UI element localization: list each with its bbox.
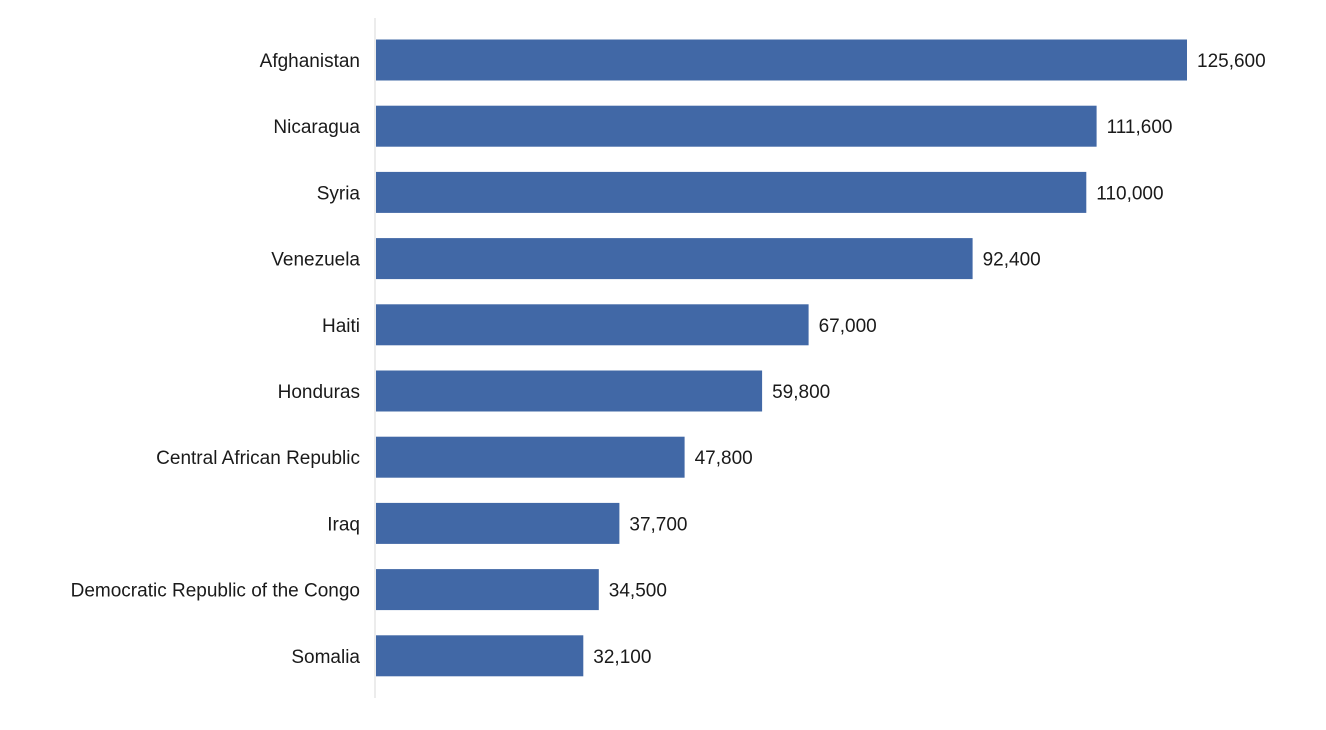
- category-label-7: Iraq: [327, 514, 360, 535]
- category-labels: Afghanistan Nicaragua Syria Venezuela Haiti H…: [71, 51, 361, 668]
- value-label-0: 125,600: [1197, 51, 1266, 72]
- category-label-4: Haiti: [322, 316, 360, 337]
- bar-8: [376, 569, 599, 611]
- category-label-0: Afghanistan: [260, 51, 360, 72]
- value-label-7: 37,700: [629, 514, 687, 535]
- bar-6: [376, 436, 685, 478]
- value-label-8: 34,500: [609, 581, 667, 602]
- bar-7: [376, 502, 620, 544]
- category-label-3: Venezuela: [271, 250, 360, 271]
- bar-0: [376, 39, 1187, 81]
- category-label-5: Honduras: [278, 382, 360, 403]
- bar-1: [376, 105, 1097, 147]
- category-label-2: Syria: [317, 183, 361, 204]
- category-label-9: Somalia: [291, 647, 360, 668]
- bar-5: [376, 370, 763, 412]
- bar-2: [376, 171, 1087, 213]
- bar-9: [376, 635, 584, 677]
- category-label-6: Central African Republic: [156, 448, 360, 469]
- bars-group: [376, 39, 1187, 677]
- value-labels: 125,600 111,600 110,000 92,400 67,000 59,800 4…: [593, 51, 1265, 668]
- value-label-3: 92,400: [983, 250, 1041, 271]
- value-label-6: 47,800: [695, 448, 753, 469]
- bar-3: [376, 238, 973, 280]
- value-label-2: 110,000: [1096, 183, 1163, 204]
- value-label-9: 32,100: [593, 647, 651, 668]
- value-label-5: 59,800: [772, 382, 830, 403]
- value-label-1: 111,600: [1107, 117, 1173, 138]
- category-label-1: Nicaragua: [273, 117, 360, 138]
- bar-4: [376, 304, 809, 346]
- value-label-4: 67,000: [819, 316, 877, 337]
- category-label-8: Democratic Republic of the Congo: [71, 581, 360, 602]
